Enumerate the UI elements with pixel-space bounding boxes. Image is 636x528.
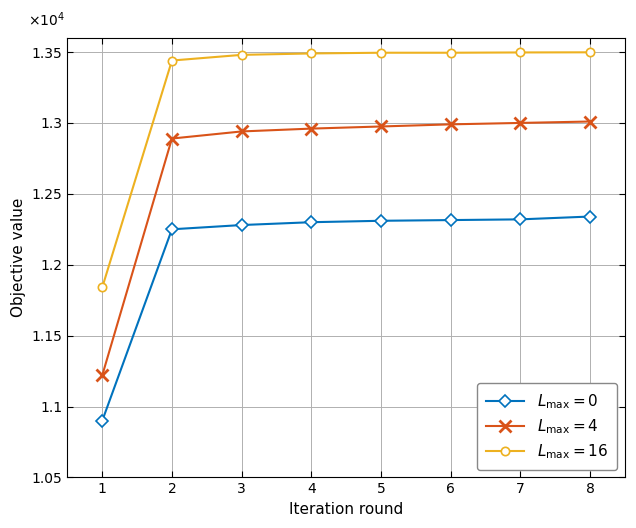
- Y-axis label: Objective value: Objective value: [11, 198, 26, 317]
- $L_{\rm max} = 0$: [168, 226, 176, 232]
- Text: $\times10^4$: $\times10^4$: [29, 11, 66, 29]
- $L_{\rm max} = 4$: [586, 118, 594, 125]
- $L_{\rm max} = 0$: [377, 218, 385, 224]
- $L_{\rm max} = 16$: [238, 52, 245, 58]
- Line: $L_{\rm max} = 16$: $L_{\rm max} = 16$: [98, 48, 594, 291]
- $L_{\rm max} = 0$: [307, 219, 315, 225]
- $L_{\rm max} = 16$: [516, 49, 524, 55]
- $L_{\rm max} = 4$: [447, 121, 455, 128]
- X-axis label: Iteration round: Iteration round: [289, 502, 403, 517]
- $L_{\rm max} = 0$: [99, 418, 106, 424]
- $L_{\rm max} = 0$: [238, 222, 245, 228]
- Line: $L_{\rm max} = 4$: $L_{\rm max} = 4$: [97, 116, 595, 381]
- Legend: $L_{\rm max} = 0$, $L_{\rm max} = 4$, $L_{\rm max} = 16$: $L_{\rm max} = 0$, $L_{\rm max} = 4$, $L…: [477, 383, 618, 470]
- $L_{\rm max} = 16$: [168, 58, 176, 64]
- $L_{\rm max} = 0$: [516, 216, 524, 222]
- $L_{\rm max} = 16$: [447, 50, 455, 56]
- $L_{\rm max} = 4$: [377, 124, 385, 130]
- $L_{\rm max} = 16$: [307, 50, 315, 56]
- $L_{\rm max} = 16$: [99, 284, 106, 290]
- Line: $L_{\rm max} = 0$: $L_{\rm max} = 0$: [98, 212, 594, 425]
- $L_{\rm max} = 16$: [586, 49, 594, 55]
- $L_{\rm max} = 4$: [238, 128, 245, 135]
- $L_{\rm max} = 4$: [307, 126, 315, 132]
- $L_{\rm max} = 4$: [168, 135, 176, 142]
- $L_{\rm max} = 4$: [99, 372, 106, 379]
- $L_{\rm max} = 16$: [377, 50, 385, 56]
- $L_{\rm max} = 0$: [447, 217, 455, 223]
- $L_{\rm max} = 4$: [516, 120, 524, 126]
- $L_{\rm max} = 0$: [586, 213, 594, 220]
